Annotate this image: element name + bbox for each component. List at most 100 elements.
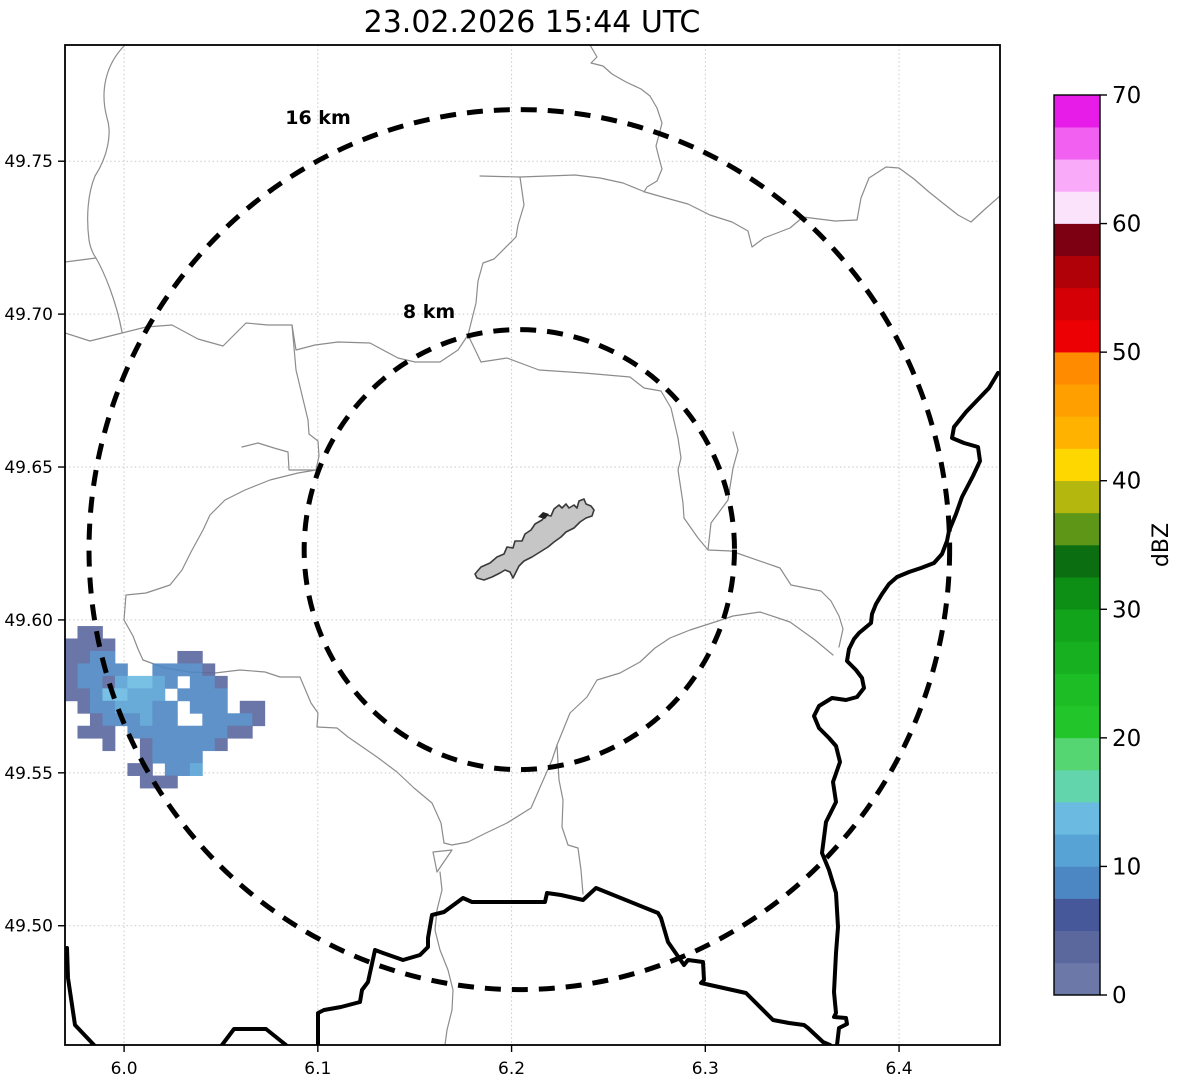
colorbar-segment <box>1054 287 1100 321</box>
radar-echo-cell <box>102 638 116 652</box>
colorbar-tick-label: 70 <box>1112 83 1141 109</box>
admin-boundary <box>556 744 584 895</box>
radar-echo-cell <box>189 750 203 764</box>
colorbar-segment <box>1054 223 1100 257</box>
radar-echo-cell <box>102 738 116 752</box>
radar-echo-cell <box>189 688 203 702</box>
radar-echo-cell <box>77 650 91 664</box>
radar-echo-cell <box>252 700 266 714</box>
radar-echo-cell <box>164 663 178 677</box>
colorbar-segment <box>1054 962 1100 996</box>
colorbar-segment <box>1054 94 1100 128</box>
radar-echo-cell <box>152 738 166 752</box>
admin-boundary <box>589 45 663 193</box>
colorbar-segment <box>1054 416 1100 449</box>
radar-echo-cell <box>65 650 78 664</box>
axes-spine <box>64 44 1001 1046</box>
radar-echo-cell <box>152 750 166 764</box>
admin-boundary <box>556 611 834 746</box>
radar-echo-cell <box>127 675 141 689</box>
country-border <box>220 1027 288 1045</box>
colorbar-tick-label: 30 <box>1112 597 1141 623</box>
y-axis-tick-label: 49.75 <box>4 152 53 172</box>
radar-echo-cell <box>227 713 241 727</box>
colorbar-segment <box>1054 866 1100 899</box>
radar-echo-cell <box>89 713 103 727</box>
colorbar-segment <box>1054 544 1100 578</box>
colorbar-tick-label: 40 <box>1112 469 1141 495</box>
radar-echo-cell <box>65 663 78 677</box>
radar-echo-cell <box>227 725 241 739</box>
radar-echo-cell <box>164 713 178 727</box>
radar-echo-cell <box>89 650 103 664</box>
radar-echo-cell <box>139 675 153 689</box>
radar-echo-cell <box>127 688 141 702</box>
country-border <box>316 886 832 1045</box>
radar-echo-cell <box>89 700 103 714</box>
y-axis-tick-label: 49.70 <box>4 305 53 325</box>
colorbar-tick-label: 0 <box>1112 983 1127 1009</box>
colorbar-segment <box>1054 641 1100 674</box>
radar-echo-cell <box>139 725 153 739</box>
radar-echo-cell <box>214 688 228 702</box>
radar-echo-cell <box>177 725 191 739</box>
colorbar-ticks: 0 10 20 30 40 50 60 70 <box>1100 83 1141 1009</box>
radar-echo-cell <box>114 663 128 677</box>
radar-echo-cell <box>202 725 216 739</box>
radar-echo-cell <box>202 713 216 727</box>
admin-boundary <box>707 431 739 551</box>
radar-echo-cell <box>102 713 116 727</box>
axis-ticks: 6.0 6.1 6.2 6.3 6.4 49.50 49.55 49.60 49.65 49.70… <box>4 152 912 1079</box>
country-border <box>65 946 96 1045</box>
radar-echo-cell <box>189 650 203 664</box>
radar-echo-cell <box>164 725 178 739</box>
admin-boundary <box>432 849 453 873</box>
radar-echo-cell <box>89 663 103 677</box>
colorbar-scale <box>1054 94 1100 996</box>
admin-boundary <box>434 871 454 1045</box>
radar-echo-cell <box>152 663 166 677</box>
plot-title: 23.02.2026 15:44 UTC <box>364 5 701 40</box>
radar-echo-cell <box>164 750 178 764</box>
radar-echo-cell <box>214 725 228 739</box>
radar-echo-cell <box>65 688 78 702</box>
radar-echo-cell <box>189 675 203 689</box>
radar-echo-cell <box>177 738 191 752</box>
colorbar-tick-label: 10 <box>1112 854 1141 880</box>
radar-echo-cell <box>189 663 203 677</box>
x-axis-tick-label: 6.4 <box>886 1059 913 1079</box>
radar-echo-cell <box>152 725 166 739</box>
radar-echo-cell <box>127 763 141 776</box>
colorbar-segment <box>1054 801 1100 835</box>
radar-echo-cell <box>114 688 128 702</box>
radar-echo-cell <box>202 700 216 714</box>
radar-echo-cell <box>214 713 228 727</box>
colorbar: 0 10 20 30 40 50 60 70 dBZ <box>1053 83 1174 1009</box>
radar-echo-cell <box>89 725 103 739</box>
colorbar-segment <box>1054 512 1100 546</box>
radar-echo-cell <box>202 663 216 677</box>
colorbar-tick-label: 20 <box>1112 726 1141 752</box>
radar-echo-cell <box>239 713 253 727</box>
y-axis-tick-label: 49.55 <box>4 764 53 784</box>
radar-echo-cell <box>77 638 91 652</box>
airport-buildings <box>538 512 549 519</box>
radar-echo-cell <box>189 738 203 752</box>
radar-echo-cell <box>102 700 116 714</box>
radar-echo-cell <box>164 675 178 689</box>
radar-echo-cell <box>177 650 191 664</box>
radar-echo-cell <box>177 688 191 702</box>
radar-echo-cell <box>214 675 228 689</box>
y-axis-tick-label: 49.50 <box>4 917 53 937</box>
admin-boundary <box>479 174 858 248</box>
radar-echo-cell <box>177 750 191 764</box>
gridlines <box>65 45 1000 1045</box>
radar-echo-cell <box>89 688 103 702</box>
radar-echo-cell <box>139 738 153 752</box>
range-ring-label-16km: 16 km <box>285 107 351 129</box>
admin-boundary <box>467 176 525 336</box>
admin-boundary <box>299 676 445 844</box>
radar-echo-cell <box>77 675 91 689</box>
colorbar-segment <box>1054 158 1100 192</box>
